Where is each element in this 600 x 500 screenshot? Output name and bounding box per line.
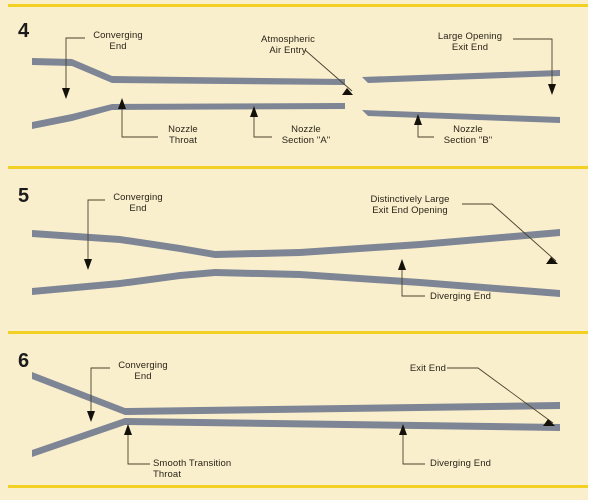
label-exit-end: Exit End bbox=[409, 363, 446, 374]
divider-rule-top bbox=[8, 4, 588, 7]
nozzle-section-a-upper-wall bbox=[32, 58, 345, 85]
leader-distinctively-large-exit bbox=[462, 203, 558, 264]
nozzle-section-a-lower-wall bbox=[32, 103, 345, 129]
label-nozzle-section-a: Nozzle Section "A" bbox=[281, 124, 331, 146]
leader-diverging-end bbox=[399, 424, 425, 465]
leader-smooth-transition-throat bbox=[124, 424, 150, 465]
leader-nozzle-throat bbox=[118, 98, 158, 138]
leader-exit-end bbox=[447, 367, 555, 426]
panel-number-4: 4 bbox=[18, 20, 30, 42]
nozzle-section-b-lower-wall bbox=[362, 110, 560, 123]
panel-4: 4 Converging End Atmospheric Air Entry L… bbox=[0, 0, 588, 165]
venturi-lower-wall bbox=[32, 269, 560, 297]
label-atmospheric-air-entry: Atmospheric Air Entry bbox=[261, 34, 315, 56]
label-diverging-end: Diverging End bbox=[430, 291, 491, 302]
leader-atmospheric-air-entry bbox=[304, 49, 353, 95]
leader-converging-end bbox=[84, 199, 105, 270]
label-nozzle-throat: Nozzle Throat bbox=[168, 124, 198, 146]
leader-diverging-end bbox=[398, 259, 425, 297]
panel-5-artwork bbox=[32, 199, 560, 297]
nozzle-section-b-upper-wall bbox=[362, 70, 560, 83]
venturi-upper-wall bbox=[32, 229, 560, 258]
label-distinctively-large-exit: Distinctively Large Exit End Opening bbox=[370, 194, 450, 216]
transition-upper-wall bbox=[32, 372, 560, 415]
leader-converging-end bbox=[87, 367, 110, 422]
leader-nozzle-section-b bbox=[414, 114, 434, 138]
right-margin bbox=[588, 0, 600, 500]
label-converging-end: Converging End bbox=[113, 192, 163, 214]
label-large-opening-exit-end: Large Opening Exit End bbox=[437, 31, 503, 53]
label-smooth-transition-throat: Smooth Transition Throat bbox=[153, 458, 232, 480]
divider-rule-5-6 bbox=[8, 331, 588, 334]
transition-lower-wall bbox=[32, 418, 560, 457]
leader-nozzle-section-a bbox=[250, 106, 272, 138]
label-converging-end: Converging End bbox=[118, 360, 168, 382]
label-converging-end: Converging End bbox=[93, 30, 143, 52]
leader-large-opening-exit-end bbox=[513, 38, 556, 95]
panel-number-6: 6 bbox=[18, 350, 30, 372]
divider-rule-4-5 bbox=[8, 166, 588, 169]
panel-6-artwork bbox=[32, 367, 560, 465]
label-nozzle-section-b: Nozzle Section "B" bbox=[443, 124, 493, 146]
label-diverging-end: Diverging End bbox=[430, 458, 491, 469]
panel-4-artwork bbox=[32, 37, 560, 138]
leader-converging-end bbox=[62, 37, 85, 99]
divider-rule-bottom bbox=[8, 485, 588, 488]
panel-5: 5 Converging End Distinctively Large Exi… bbox=[0, 165, 588, 330]
panel-number-5: 5 bbox=[18, 185, 30, 207]
panel-6: 6 Converging End Exit End Smooth Transit… bbox=[0, 330, 588, 500]
